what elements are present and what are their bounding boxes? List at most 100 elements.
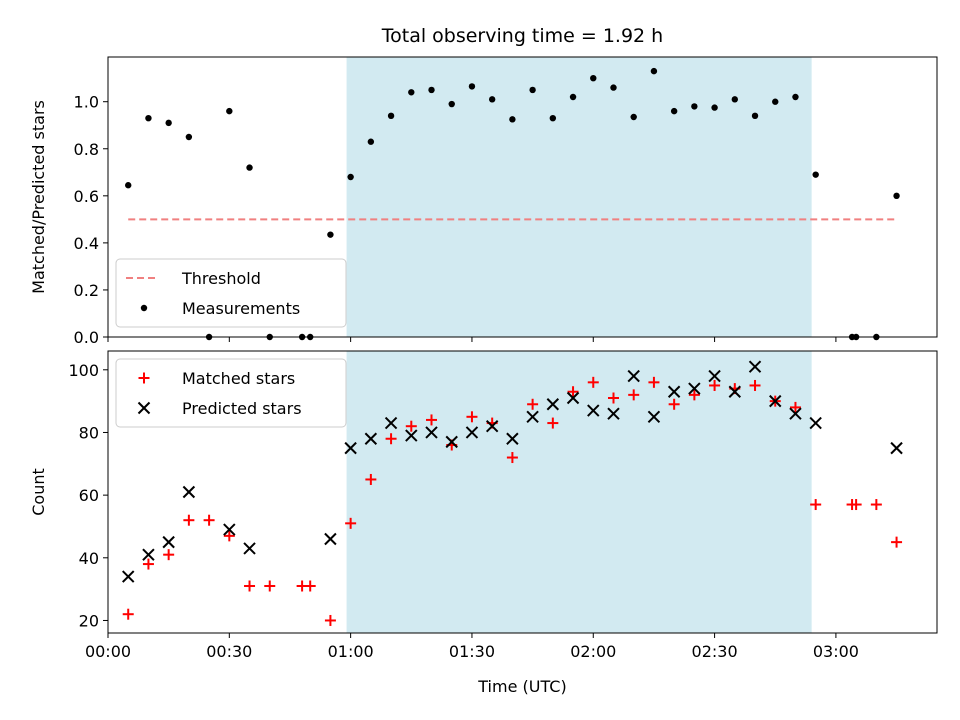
data-point — [789, 407, 802, 420]
data-point — [728, 385, 742, 398]
data-point — [789, 401, 801, 413]
data-point — [650, 67, 658, 75]
data-point — [668, 398, 680, 410]
data-point — [569, 93, 577, 101]
data-point — [648, 376, 660, 388]
data-point — [122, 608, 134, 620]
data-point — [506, 452, 518, 464]
data-point — [509, 116, 516, 123]
data-point — [384, 416, 398, 430]
data-point — [749, 379, 761, 391]
data-point — [425, 426, 438, 439]
data-point — [891, 536, 903, 548]
data-point — [428, 86, 435, 94]
data-point — [485, 419, 499, 433]
data-point — [731, 96, 739, 103]
data-point — [426, 414, 438, 426]
data-point — [711, 104, 718, 111]
data-point — [688, 389, 700, 401]
data-point — [810, 499, 822, 511]
data-point — [812, 171, 819, 178]
data-point — [405, 420, 417, 432]
x-tick-label: 01:30 — [449, 642, 495, 661]
y-axis-label: Matched/Predicted stars — [29, 100, 48, 294]
data-point — [506, 432, 519, 445]
data-point — [667, 385, 681, 398]
legend-label: Matched stars — [182, 369, 295, 388]
data-point — [122, 570, 135, 583]
data-point — [405, 429, 418, 442]
x-tick-label: 02:00 — [570, 642, 616, 661]
x-axis-label: Time (UTC) — [477, 677, 566, 696]
data-point — [223, 530, 235, 542]
legend-label: Predicted stars — [182, 399, 302, 418]
x-tick-label: 00:00 — [85, 642, 131, 661]
data-point — [549, 114, 557, 122]
data-point — [630, 113, 637, 121]
plot-frame — [107, 56, 938, 338]
y-axis-label: Count — [29, 468, 48, 516]
data-point — [547, 417, 559, 429]
x-tick-label: 01:00 — [328, 642, 374, 661]
data-point — [163, 549, 175, 561]
data-point — [610, 84, 617, 91]
bottom-panel: 20 40 60 80 100 00:00 00:30 01:00 01:30 02:00 02:3… — [29, 350, 938, 696]
y-tick-label: 20 — [79, 611, 99, 630]
legend: Matched stars Predicted stars — [115, 358, 347, 428]
data-point — [627, 369, 640, 383]
chart-title: Total observing time = 1.92 h — [381, 25, 663, 47]
data-point — [304, 580, 316, 592]
data-point — [709, 379, 721, 391]
legend-item: Predicted stars — [137, 399, 302, 418]
data-point — [244, 580, 256, 592]
data-point — [527, 398, 539, 410]
data-point — [327, 231, 334, 238]
legend-item: Matched stars — [138, 369, 295, 388]
data-point — [792, 93, 799, 101]
y-tick-label: 0.6 — [74, 187, 99, 206]
data-point — [590, 74, 597, 82]
data-point — [647, 410, 661, 424]
data-point — [125, 182, 132, 189]
data-point — [367, 138, 375, 145]
data-point — [772, 98, 779, 105]
data-point — [324, 614, 336, 626]
data-point — [203, 514, 215, 526]
data-point — [488, 96, 496, 103]
data-point — [809, 416, 822, 430]
data-point — [246, 164, 253, 171]
data-point — [465, 426, 479, 439]
data-point — [185, 133, 193, 141]
data-point — [708, 369, 721, 383]
data-point — [385, 433, 397, 445]
highlight-span — [346, 351, 812, 633]
data-point — [347, 173, 354, 181]
y-tick-label: 0.2 — [74, 281, 99, 300]
data-point — [448, 100, 455, 108]
data-point — [546, 398, 560, 411]
y-tick-label: 1.0 — [74, 93, 99, 112]
x-tick-label: 03:00 — [813, 642, 859, 661]
data-point — [445, 435, 458, 449]
data-point — [587, 376, 599, 388]
data-point — [165, 119, 172, 127]
data-point — [142, 558, 154, 570]
legend-box — [115, 358, 347, 428]
data-point — [364, 432, 378, 445]
data-point — [607, 407, 620, 420]
data-point — [264, 580, 276, 592]
data-point — [182, 485, 196, 499]
data-point — [691, 103, 698, 110]
data-point — [162, 535, 175, 549]
y-tick-label: 80 — [79, 423, 99, 442]
data-point — [408, 89, 415, 96]
data-point — [344, 441, 357, 455]
data-point — [223, 523, 236, 536]
legend-box — [115, 258, 347, 328]
data-point — [893, 192, 900, 200]
legend: Threshold Measurements — [115, 258, 347, 328]
data-point — [526, 410, 539, 424]
data-point — [769, 394, 782, 408]
legend-item: Threshold — [126, 269, 261, 288]
highlight-span — [346, 57, 812, 337]
